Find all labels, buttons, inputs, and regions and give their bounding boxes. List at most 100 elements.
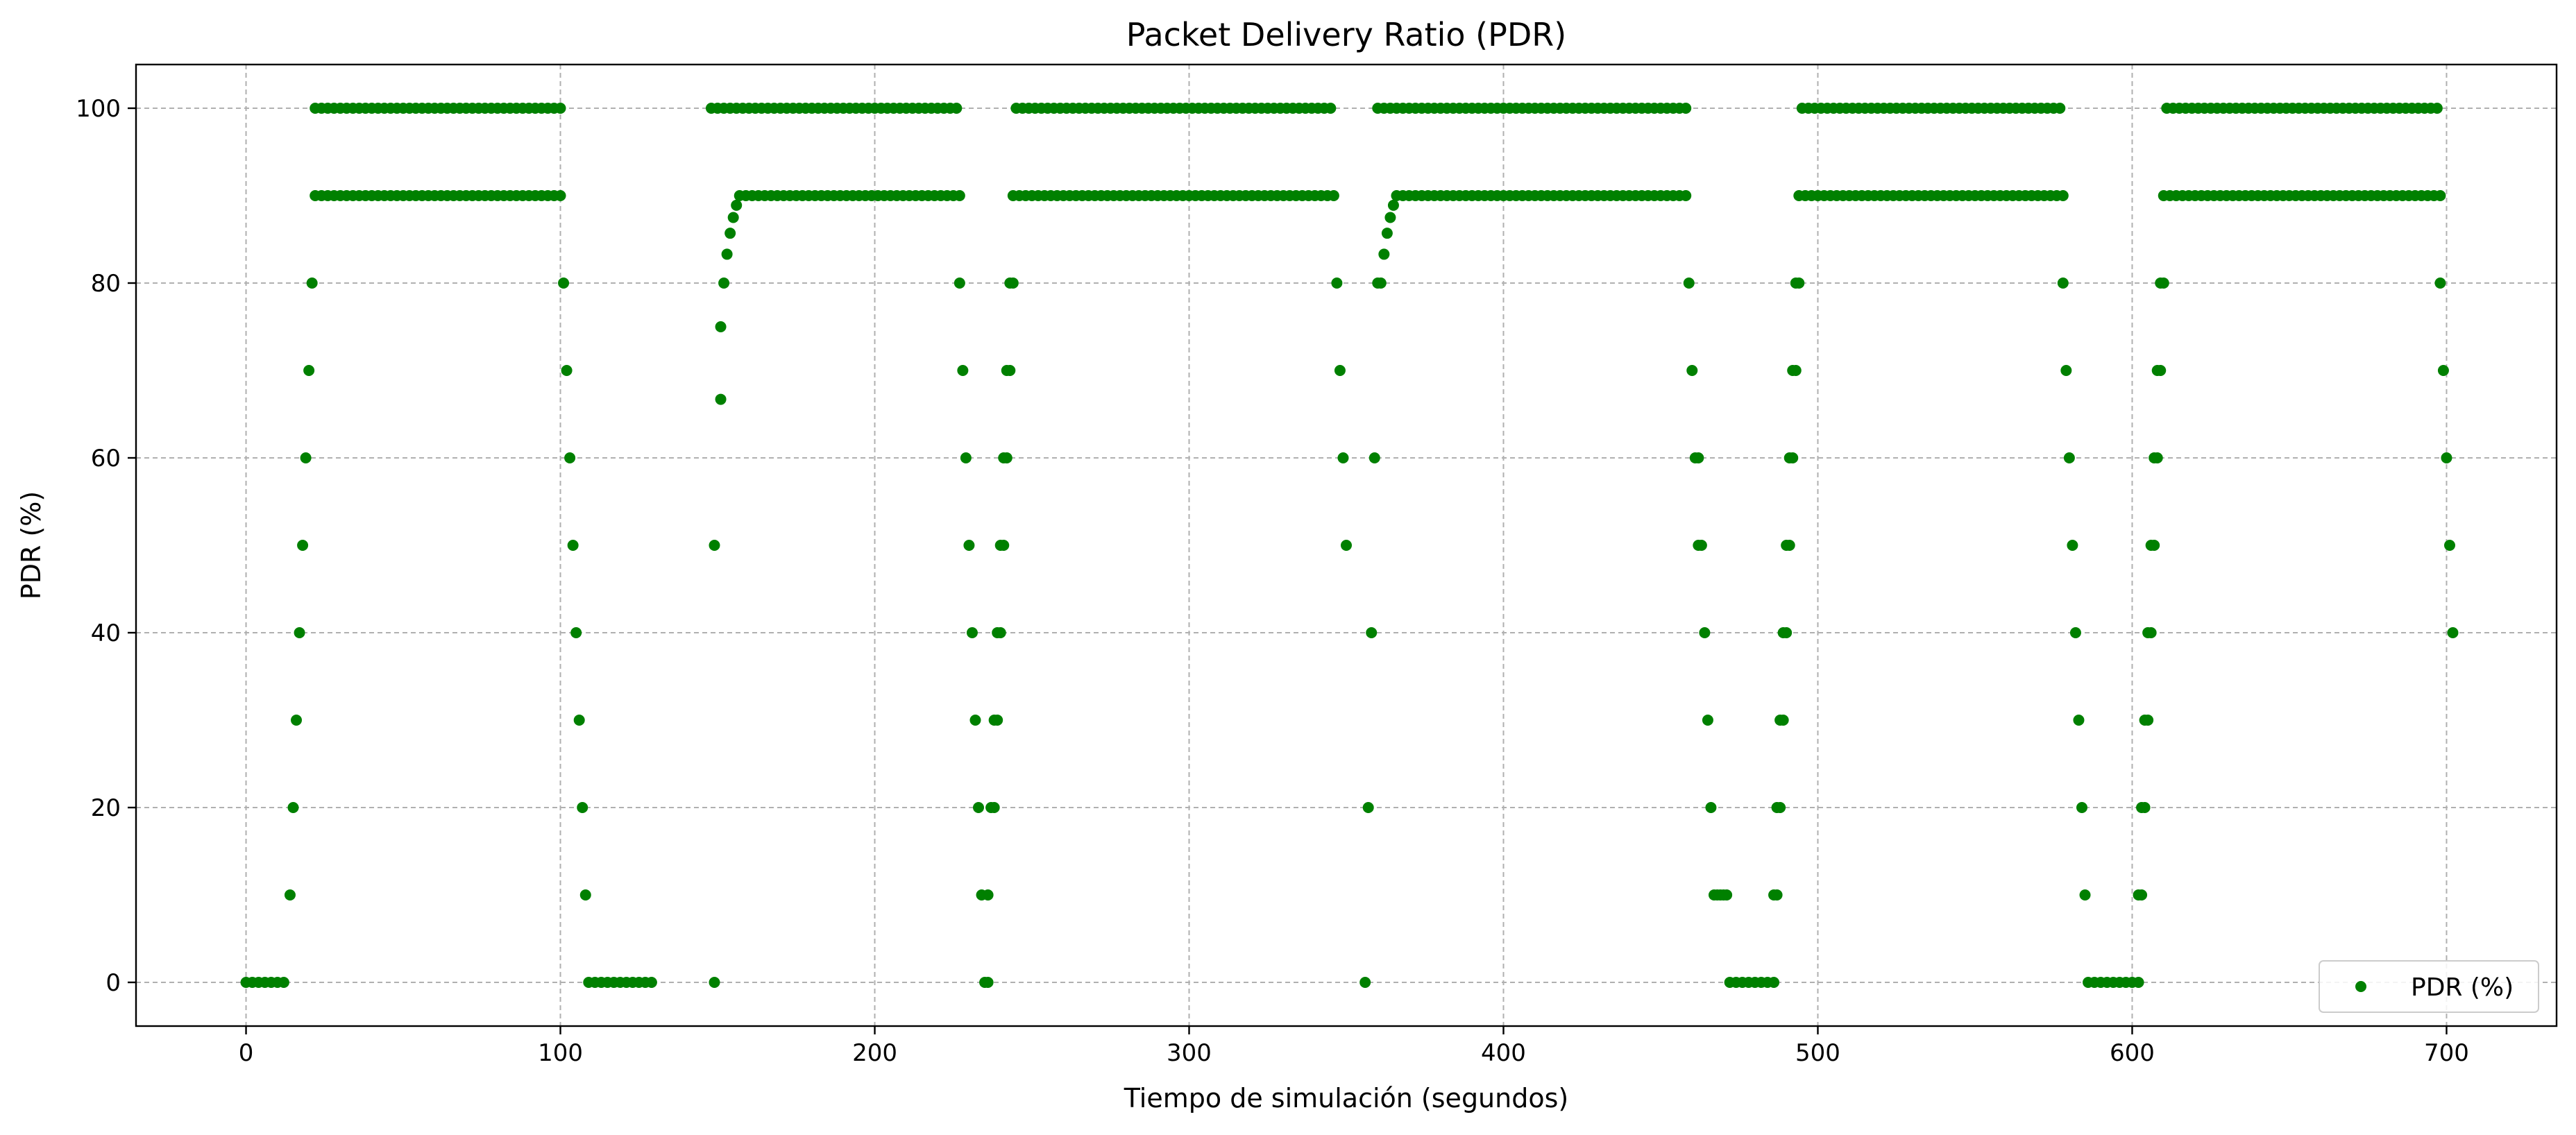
data-point: [721, 248, 733, 260]
data-point: [1375, 278, 1387, 289]
x-tick-label: 200: [852, 1039, 897, 1067]
data-point: [1686, 365, 1698, 376]
data-point: [973, 802, 985, 813]
data-point: [2447, 627, 2459, 638]
data-point: [2139, 802, 2151, 813]
data-point: [715, 393, 727, 405]
data-point: [2133, 977, 2144, 988]
data-point: [2443, 540, 2455, 551]
data-point: [2158, 278, 2169, 289]
x-tick-label: 500: [1795, 1039, 1840, 1067]
data-point: [579, 889, 591, 901]
x-tick-label: 600: [2110, 1039, 2155, 1067]
data-point: [2434, 278, 2446, 289]
data-point: [1325, 103, 1337, 114]
data-point: [1787, 452, 1799, 463]
data-point: [709, 977, 720, 988]
data-point: [2063, 452, 2075, 463]
data-point: [1334, 365, 1346, 376]
data-point: [1771, 889, 1783, 901]
data-point: [954, 190, 965, 201]
data-point: [969, 715, 981, 726]
data-point: [994, 627, 1006, 638]
data-point: [718, 278, 730, 289]
data-point: [982, 889, 994, 901]
data-point: [1777, 715, 1789, 726]
data-point: [1702, 715, 1713, 726]
data-point: [2149, 540, 2160, 551]
legend: PDR (%): [2319, 960, 2539, 1013]
data-point: [1007, 278, 1019, 289]
data-point: [570, 627, 582, 638]
x-tick-label: 100: [538, 1039, 583, 1067]
data-point: [2142, 715, 2154, 726]
data-point: [1366, 627, 1378, 638]
chart-title: Packet Delivery Ratio (PDR): [1126, 16, 1566, 53]
y-tick-label: 100: [76, 95, 121, 123]
data-point: [2057, 278, 2069, 289]
data-point: [1705, 802, 1717, 813]
data-point: [2069, 627, 2081, 638]
data-point: [291, 715, 303, 726]
data-point: [554, 103, 566, 114]
data-point: [963, 540, 975, 551]
data-point: [554, 190, 566, 201]
data-point: [951, 103, 963, 114]
data-point: [982, 977, 994, 988]
data-point: [564, 452, 576, 463]
data-point: [966, 627, 978, 638]
data-point: [2136, 889, 2148, 901]
data-point: [1695, 540, 1707, 551]
data-point: [1362, 802, 1374, 813]
data-point: [2076, 802, 2087, 813]
data-point: [957, 365, 969, 376]
data-point: [1001, 452, 1012, 463]
data-point: [1774, 802, 1786, 813]
data-point: [300, 452, 312, 463]
plot-area-frame: [135, 63, 2558, 1027]
data-point: [1680, 190, 1692, 201]
data-point: [297, 540, 309, 551]
x-tick-label: 0: [239, 1039, 254, 1067]
x-axis-label: Tiempo de simulación (segundos): [1124, 1083, 1568, 1113]
x-tick-label: 400: [1481, 1039, 1526, 1067]
axis-ticks: 0 100 200 300 400 500 600 700 0 20 40 60 80 100: [76, 95, 2469, 1067]
data-point: [1378, 248, 1390, 260]
data-point: [645, 977, 657, 988]
data-point: [1387, 199, 1399, 211]
data-point: [1783, 540, 1795, 551]
data-point: [988, 802, 1000, 813]
data-point: [2441, 452, 2452, 463]
data-point: [1721, 889, 1733, 901]
data-point: [727, 212, 739, 223]
data-point: [1680, 103, 1692, 114]
data-point: [1381, 228, 1393, 239]
data-point: [1693, 452, 1704, 463]
data-point: [709, 540, 720, 551]
data-point: [1368, 452, 1380, 463]
data-point: [1328, 190, 1339, 201]
data-points: [240, 103, 2459, 988]
data-point: [284, 889, 296, 901]
data-point: [2145, 627, 2157, 638]
legend-box: [2319, 960, 2539, 1013]
data-point: [998, 540, 1010, 551]
y-tick-label: 20: [91, 794, 121, 822]
data-point: [2067, 540, 2078, 551]
data-point: [731, 199, 743, 211]
data-point: [992, 715, 1003, 726]
x-tick-label: 700: [2424, 1039, 2469, 1067]
data-point: [1683, 278, 1695, 289]
data-point: [2151, 452, 2163, 463]
data-point: [724, 228, 736, 239]
data-point: [561, 365, 573, 376]
data-point: [2155, 365, 2167, 376]
data-point: [294, 627, 305, 638]
y-tick-label: 40: [91, 620, 121, 647]
x-tick-label: 300: [1167, 1039, 1212, 1067]
data-point: [1781, 627, 1793, 638]
data-point: [2073, 715, 2085, 726]
data-point: [2437, 365, 2449, 376]
y-tick-label: 60: [91, 445, 121, 472]
